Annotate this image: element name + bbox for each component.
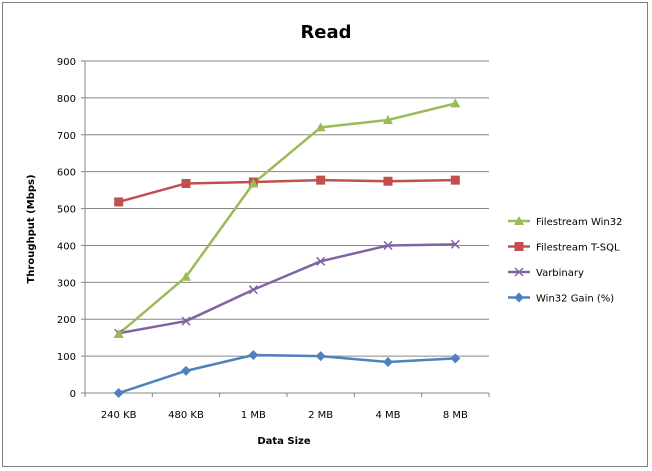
- plot-background: [85, 61, 489, 393]
- y-tick-label: 700: [57, 131, 76, 142]
- x-tick-label: 8 MB: [443, 410, 468, 421]
- y-tick-label: 800: [57, 94, 76, 105]
- x-tick-label: 480 KB: [168, 410, 204, 421]
- data-point-0-0: [113, 328, 124, 338]
- y-tick-label: 300: [57, 278, 76, 289]
- data-point-0-5: [450, 98, 461, 108]
- y-axis-title: Throughput (Mbps): [26, 174, 37, 283]
- legend-label: Varbinary: [536, 268, 584, 279]
- legend-label: Filestream T-SQL: [536, 243, 620, 254]
- data-point-1-0: [114, 197, 124, 207]
- data-point-0-1: [181, 271, 191, 281]
- data-point-1-5: [450, 175, 460, 185]
- y-tick-label: 100: [57, 352, 76, 363]
- y-tick-label: 400: [57, 241, 76, 252]
- chart-frame: Read 0 100 200 300 400 500 600 700 800 900 240 KB…: [2, 2, 648, 467]
- data-point-0-4: [383, 115, 393, 125]
- y-tick-label: 600: [57, 168, 76, 179]
- y-tick-label: 200: [57, 315, 76, 326]
- x-axis-ticks: 240 KB 480 KB 1 MB 2 MB 4 MB 8 MB: [84, 393, 490, 421]
- x-tick-label: 4 MB: [375, 410, 400, 421]
- data-point-3-1: [181, 365, 191, 376]
- legend-swatch-marker: [514, 216, 524, 225]
- series-markers: [113, 98, 461, 398]
- grid-lines: [85, 60, 489, 357]
- y-tick-label: 900: [57, 57, 76, 68]
- legend-swatch-marker: [514, 242, 524, 251]
- x-tick-label: 240 KB: [101, 410, 137, 421]
- data-point-1-4: [383, 176, 393, 186]
- y-axis-ticks: 0 100 200 300 400 500 600 700 800 900: [57, 57, 85, 400]
- data-point-2-2: [248, 285, 258, 295]
- data-point-3-3: [315, 351, 326, 362]
- y-tick-label: 500: [57, 205, 76, 216]
- series-line-0: [117, 102, 456, 335]
- x-axis-title: Data Size: [257, 436, 311, 447]
- legend-swatch-marker: [514, 292, 524, 303]
- legend-swatch-marker: [514, 267, 524, 277]
- plot-area: [85, 61, 489, 393]
- data-point-0-2: [248, 178, 259, 188]
- series-line-3: [118, 353, 456, 395]
- data-point-3-2: [248, 350, 259, 361]
- data-point-3-0: [113, 388, 124, 398]
- x-tick-label: 2 MB: [308, 410, 333, 421]
- data-point-0-3: [315, 122, 326, 132]
- data-point-2-5: [450, 239, 460, 249]
- data-point-1-3: [316, 175, 326, 185]
- legend-label: Win32 Gain (%): [536, 294, 614, 305]
- x-tick-label: 1 MB: [241, 410, 266, 421]
- data-point-3-4: [383, 357, 393, 368]
- legend-label: Filestream Win32: [536, 217, 622, 228]
- chart-title: Read: [300, 22, 351, 43]
- legend: Filestream Win32 Filestream T-SQL Varbinar…: [508, 216, 622, 305]
- series-line-1: [118, 178, 456, 204]
- series-line-2: [118, 243, 456, 335]
- data-point-2-1: [181, 316, 191, 326]
- line-chart: Read 0 100 200 300 400 500 600 700 800 900 240 KB…: [26, 22, 622, 447]
- data-point-3-5: [450, 353, 461, 364]
- data-point-1-1: [181, 178, 191, 188]
- y-tick-label: 0: [70, 389, 76, 400]
- data-point-2-4: [383, 240, 393, 250]
- data-point-2-3: [316, 256, 326, 266]
- series-lines: [117, 102, 456, 395]
